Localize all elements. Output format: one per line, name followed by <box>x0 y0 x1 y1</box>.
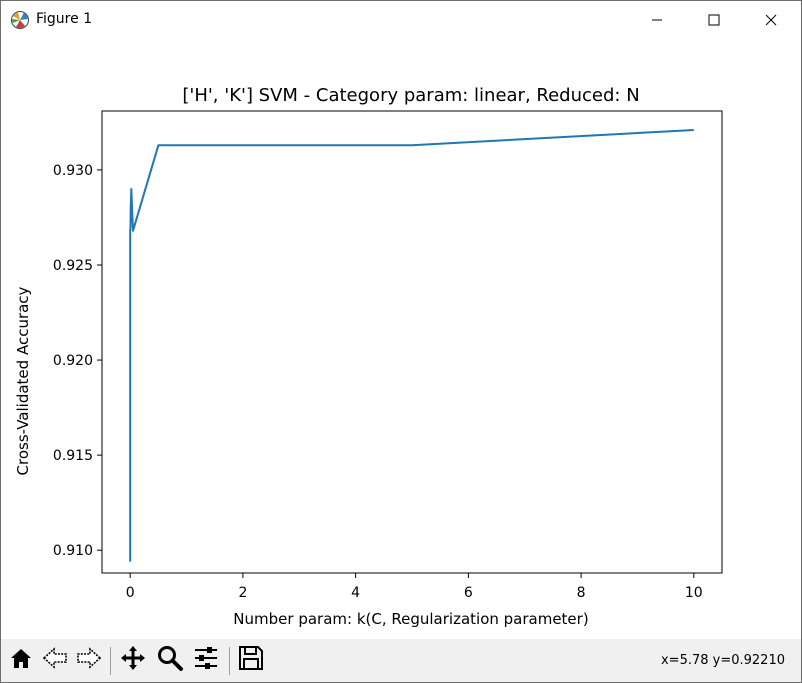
configure-subplots-icon <box>192 644 220 676</box>
series-line <box>129 129 694 562</box>
y-tick-label: 0.910 <box>53 543 93 559</box>
cursor-coordinates: x=5.78 y=0.92210 <box>660 653 785 668</box>
navigation-toolbar: x=5.78 y=0.92210 <box>1 639 801 682</box>
y-tick-label: 0.930 <box>53 163 93 179</box>
home-icon <box>8 645 34 675</box>
title-bar[interactable]: Figure 1 <box>1 1 801 39</box>
y-axis-label: Cross-Validated Accuracy <box>14 286 32 475</box>
pan-button[interactable] <box>118 645 148 675</box>
configure-subplots-button[interactable] <box>191 645 221 675</box>
maximize-button[interactable] <box>685 1 743 39</box>
y-tick-label: 0.915 <box>53 448 93 464</box>
y-axis-ticks: 0.910 0.915 0.920 0.925 0.930 <box>53 163 102 559</box>
y-tick-label: 0.925 <box>53 258 93 274</box>
window-title: Figure 1 <box>36 11 93 27</box>
forward-button[interactable] <box>74 645 104 675</box>
save-disk-icon <box>237 644 265 676</box>
y-tick-label: 0.920 <box>53 353 93 369</box>
x-tick-label: 0 <box>126 585 135 601</box>
pan-move-icon <box>119 644 147 676</box>
x-tick-label: 2 <box>238 585 247 601</box>
close-icon <box>765 14 777 26</box>
forward-arrow-icon <box>75 645 103 675</box>
minimize-button[interactable] <box>628 1 686 39</box>
back-arrow-icon <box>41 645 69 675</box>
chart-title: ['H', 'K'] SVM - Category param: linear,… <box>182 85 639 106</box>
axes-frame <box>101 110 723 574</box>
minimize-icon <box>651 14 663 26</box>
save-button[interactable] <box>236 645 266 675</box>
x-tick-label: 6 <box>464 585 473 601</box>
back-button[interactable] <box>40 645 70 675</box>
matplotlib-figure-icon[interactable] <box>10 10 30 30</box>
home-button[interactable] <box>6 645 36 675</box>
x-axis-ticks: 0 2 4 6 8 10 <box>126 573 703 601</box>
x-tick-label: 8 <box>577 585 586 601</box>
x-axis-label: Number param: k(C, Regularization parame… <box>233 610 588 628</box>
close-button[interactable] <box>742 1 800 39</box>
maximize-icon <box>708 14 720 26</box>
zoom-button[interactable] <box>155 645 185 675</box>
toolbar-separator <box>229 647 230 675</box>
zoom-magnifier-icon <box>156 644 184 676</box>
line-chart[interactable]: ['H', 'K'] SVM - Category param: linear,… <box>1 39 801 639</box>
figure-canvas[interactable]: ['H', 'K'] SVM - Category param: linear,… <box>1 39 801 639</box>
x-tick-label: 10 <box>685 585 703 601</box>
x-tick-label: 4 <box>351 585 360 601</box>
toolbar-separator <box>110 647 111 675</box>
